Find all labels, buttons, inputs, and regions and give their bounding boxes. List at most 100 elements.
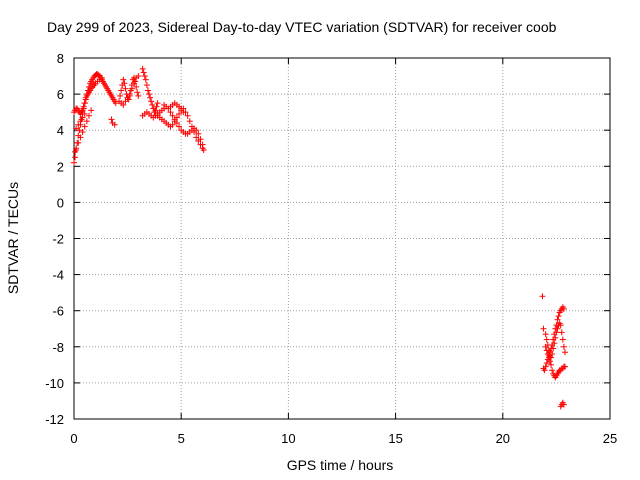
- data-point: [171, 116, 178, 123]
- data-point: [180, 109, 187, 116]
- data-point: [554, 316, 561, 323]
- data-point: [542, 331, 549, 338]
- x-tick-label: 10: [281, 431, 295, 446]
- data-point: [178, 105, 185, 112]
- data-point: [199, 141, 206, 148]
- data-point: [176, 123, 183, 130]
- data-point: [149, 101, 156, 108]
- data-point: [73, 125, 80, 132]
- grid-lines: [74, 58, 610, 419]
- data-point: [148, 98, 155, 105]
- y-tick-label: -8: [52, 340, 64, 355]
- data-point: [76, 127, 83, 134]
- data-point: [117, 92, 124, 99]
- data-point: [121, 80, 128, 87]
- y-tick-label: -12: [45, 412, 64, 427]
- data-point: [88, 107, 95, 114]
- data-point: [167, 109, 174, 116]
- y-tick-label: 4: [57, 123, 64, 138]
- data-point: [550, 336, 557, 343]
- data-point: [112, 100, 119, 107]
- x-tick-label: 15: [388, 431, 402, 446]
- y-tick-label: -4: [52, 268, 64, 283]
- data-point: [81, 123, 88, 130]
- data-point: [86, 112, 93, 119]
- data-point: [549, 367, 556, 374]
- data-point: [83, 118, 90, 125]
- data-point: [131, 80, 138, 87]
- data-point: [560, 343, 567, 350]
- data-point: [72, 148, 79, 155]
- data-point: [79, 129, 86, 136]
- data-point: [543, 360, 550, 367]
- data-point: [128, 85, 135, 92]
- data-point: [200, 147, 207, 154]
- data-point: [75, 121, 82, 128]
- data-point: [80, 103, 87, 110]
- data-point: [140, 69, 147, 76]
- data-point: [539, 293, 546, 300]
- data-point: [141, 73, 148, 80]
- x-tick-label: 20: [496, 431, 510, 446]
- data-point: [135, 92, 142, 99]
- data-point: [111, 121, 118, 128]
- data-points: [71, 65, 568, 410]
- data-point: [73, 145, 80, 152]
- data-point: [120, 101, 127, 108]
- data-point: [77, 134, 84, 141]
- data-point: [71, 159, 77, 166]
- data-point: [144, 87, 151, 94]
- data-point: [118, 87, 125, 94]
- x-axis-label: GPS time / hours: [287, 457, 394, 473]
- data-point: [169, 112, 176, 119]
- data-point: [146, 91, 153, 98]
- data-point: [542, 343, 549, 350]
- data-point: [81, 100, 88, 107]
- y-tick-label: -2: [52, 232, 64, 247]
- data-point: [559, 336, 566, 343]
- data-point: [186, 118, 193, 125]
- data-point: [561, 349, 568, 356]
- data-point: [108, 116, 115, 123]
- data-point: [543, 347, 550, 354]
- data-point: [541, 367, 548, 374]
- data-point: [142, 76, 149, 83]
- data-point: [139, 65, 146, 72]
- y-tick-label: 8: [57, 51, 64, 66]
- data-point: [552, 325, 559, 332]
- data-point: [197, 136, 204, 143]
- data-point: [544, 351, 551, 358]
- data-point: [152, 107, 159, 114]
- data-point: [548, 345, 555, 352]
- data-point: [126, 91, 133, 98]
- data-point: [133, 83, 140, 90]
- axis-ticks: 0 5 10 15 20 25 -12 -10 -8 -6 -4 -2 0 2 4 6 8: [45, 51, 617, 446]
- data-point: [169, 121, 176, 128]
- data-point: [551, 331, 558, 338]
- data-point: [176, 110, 183, 117]
- data-point: [143, 82, 150, 89]
- data-point: [561, 363, 568, 370]
- y-tick-label: 2: [57, 159, 64, 174]
- data-point: [135, 73, 142, 80]
- data-point: [546, 358, 553, 365]
- data-point: [193, 134, 200, 141]
- data-point: [81, 110, 88, 117]
- data-point: [124, 94, 131, 101]
- y-axis-label: SDTVAR / TECUs: [5, 182, 21, 294]
- data-point: [154, 100, 161, 107]
- data-point: [147, 94, 154, 101]
- data-point: [560, 305, 567, 312]
- data-point: [540, 325, 547, 332]
- data-point: [195, 130, 202, 137]
- data-point: [72, 154, 79, 161]
- chart-title: Day 299 of 2023, Sidereal Day-to-day VTE…: [47, 19, 557, 35]
- data-point: [542, 363, 549, 370]
- y-tick-label: 6: [57, 87, 64, 102]
- data-point: [77, 118, 84, 125]
- data-point: [153, 103, 160, 110]
- data-point: [555, 313, 562, 320]
- data-point: [79, 107, 86, 114]
- data-point: [184, 112, 191, 119]
- x-tick-label: 5: [178, 431, 185, 446]
